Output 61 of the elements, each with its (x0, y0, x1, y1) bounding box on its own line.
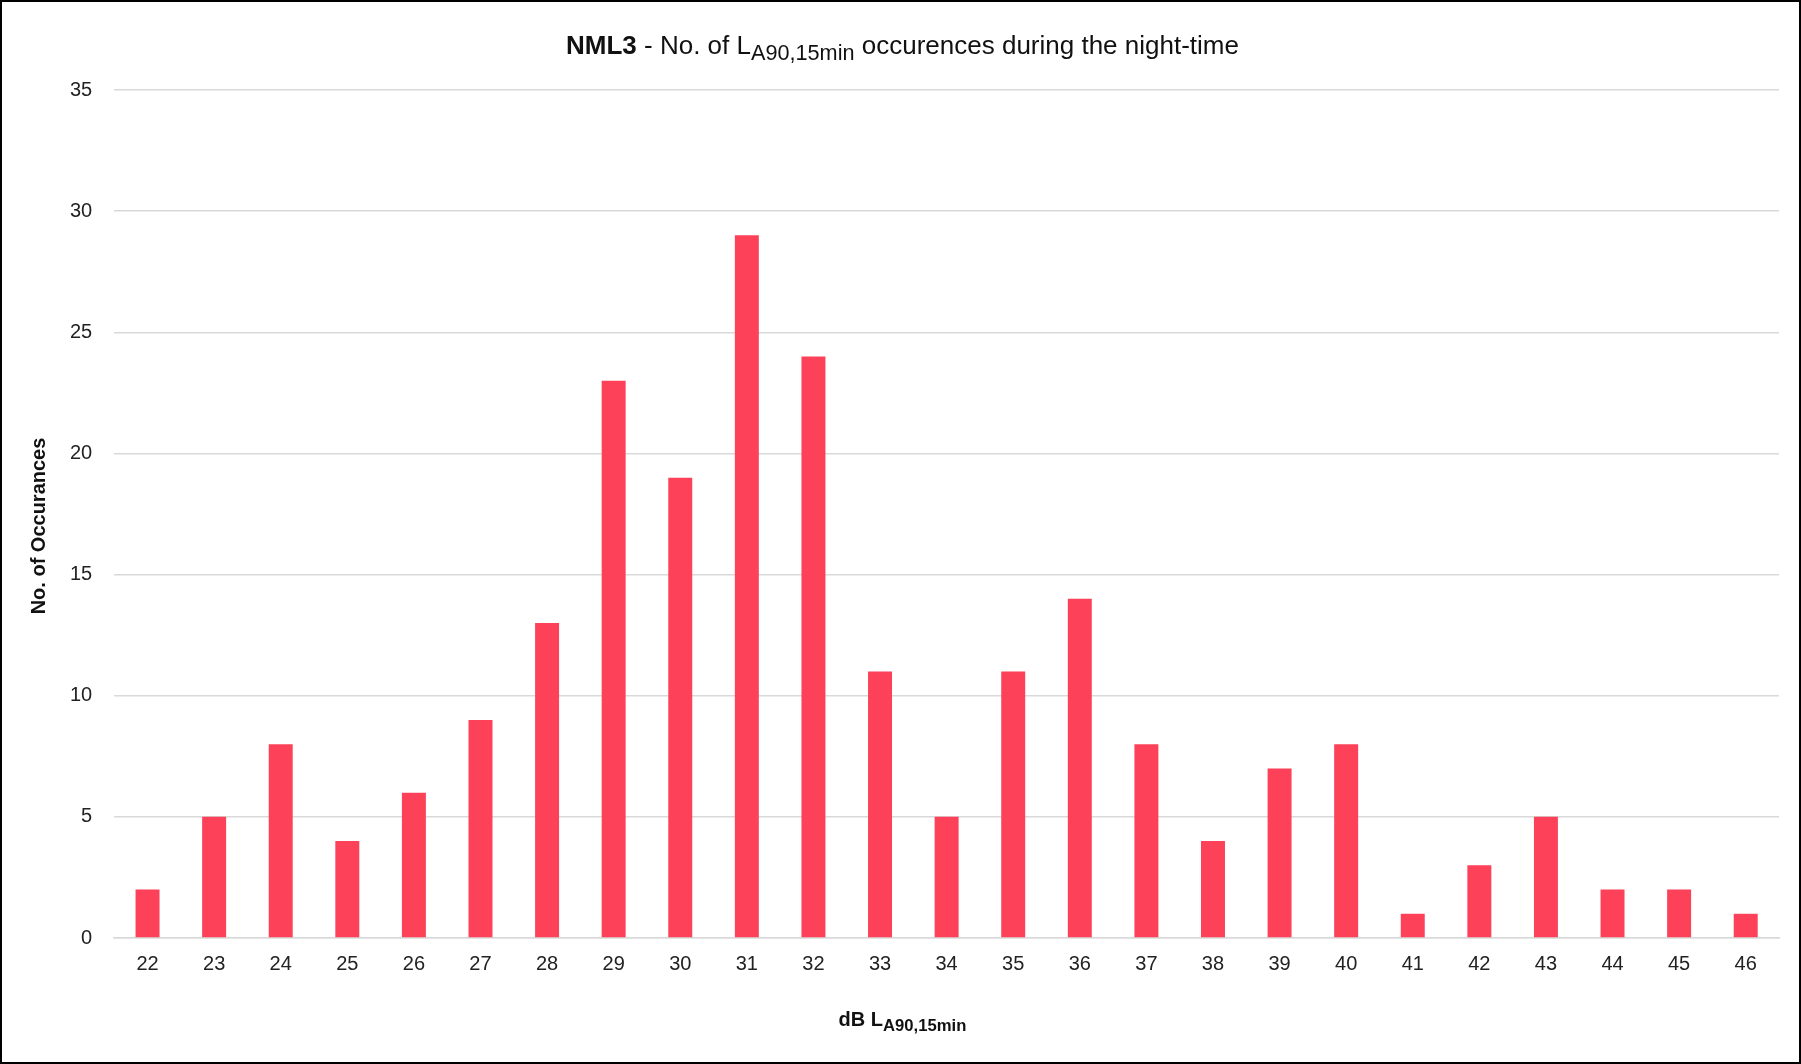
y-tick-label: 0 (81, 925, 93, 948)
x-tick-label: 46 (1734, 951, 1757, 974)
bar (668, 477, 693, 938)
bar (1400, 913, 1425, 938)
x-tick-label: 31 (735, 951, 758, 974)
bar (934, 816, 959, 938)
x-tick-label: 30 (669, 951, 692, 974)
y-axis-title: No. of Occurances (26, 437, 50, 615)
bar (1201, 841, 1225, 938)
x-tick-label: 24 (269, 951, 292, 974)
y-tick-label: 35 (70, 77, 93, 100)
bar (535, 623, 560, 938)
x-tick-label: 40 (1335, 951, 1358, 974)
x-axis-title: dB L$_{A90,15min}$ (837, 1008, 968, 1036)
x-tick-label: 26 (402, 951, 426, 974)
x-tick-label: 33 (868, 951, 892, 974)
bar (1533, 816, 1558, 938)
x-tick-label: 39 (1268, 951, 1291, 974)
bar (1600, 889, 1625, 938)
x-tick-label: 23 (203, 951, 226, 974)
y-tick-label: 15 (70, 562, 93, 585)
y-tick-label: 25 (70, 319, 93, 342)
y-tick-label: 30 (70, 198, 93, 221)
x-tick-label: 45 (1667, 951, 1691, 974)
bar (1667, 889, 1692, 938)
bar (401, 792, 426, 938)
y-tick-label: 5 (81, 804, 93, 827)
x-tick-label: 38 (1201, 951, 1225, 974)
x-tick-label: 32 (802, 951, 825, 974)
bar (1733, 913, 1758, 938)
x-tick-label: 35 (1002, 951, 1025, 974)
y-tick-label: 10 (70, 683, 93, 706)
bar (335, 841, 360, 938)
bar (801, 356, 826, 938)
bar (734, 235, 759, 938)
x-tick-label: 34 (935, 951, 958, 974)
bar (1267, 768, 1292, 938)
x-tick-label: 37 (1135, 951, 1158, 974)
bar (1001, 671, 1026, 938)
chart-title: NML3 - No. of L$_{A90,15min}$ occurences during the night-time (566, 30, 1239, 66)
bar (1134, 744, 1159, 938)
x-tick-label: 29 (602, 951, 625, 974)
x-tick-label: 28 (535, 951, 559, 974)
x-tick-label: 27 (469, 951, 492, 974)
x-tick-label: 42 (1468, 951, 1491, 974)
x-tick-label: 25 (336, 951, 359, 974)
bar (1334, 744, 1359, 938)
x-tick-label: 36 (1068, 951, 1091, 974)
bar (1067, 598, 1092, 938)
x-tick-label: 22 (136, 951, 159, 974)
bar (868, 671, 893, 938)
bar (135, 889, 160, 938)
bar (268, 744, 293, 938)
x-tick-label: 44 (1601, 951, 1624, 974)
x-tick-label: 41 (1401, 951, 1424, 974)
bar (1467, 865, 1492, 938)
x-tick-label: 43 (1534, 951, 1558, 974)
bar (601, 380, 626, 938)
bar (202, 816, 227, 938)
y-tick-label: 20 (70, 440, 93, 463)
bar (468, 719, 493, 938)
